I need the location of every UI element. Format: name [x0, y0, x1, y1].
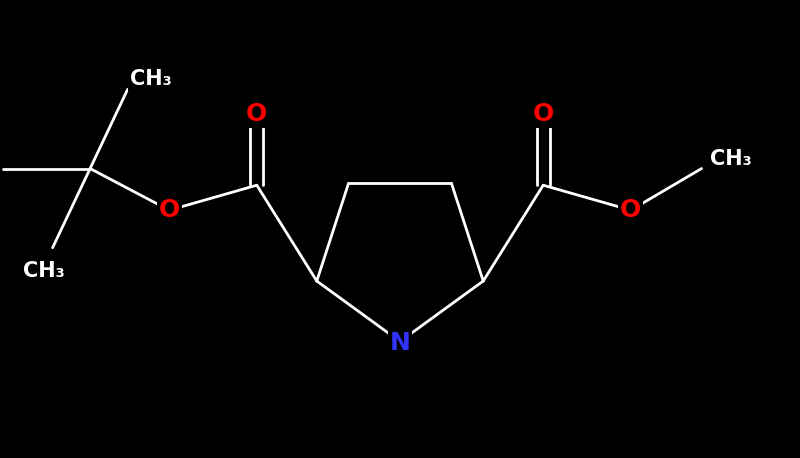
Text: CH₃: CH₃	[23, 261, 65, 281]
Text: O: O	[246, 103, 267, 126]
Text: N: N	[390, 331, 410, 355]
Text: O: O	[533, 103, 554, 126]
Text: O: O	[158, 198, 180, 222]
Text: O: O	[620, 198, 642, 222]
Text: CH₃: CH₃	[130, 69, 172, 89]
Text: CH₃: CH₃	[710, 148, 751, 169]
